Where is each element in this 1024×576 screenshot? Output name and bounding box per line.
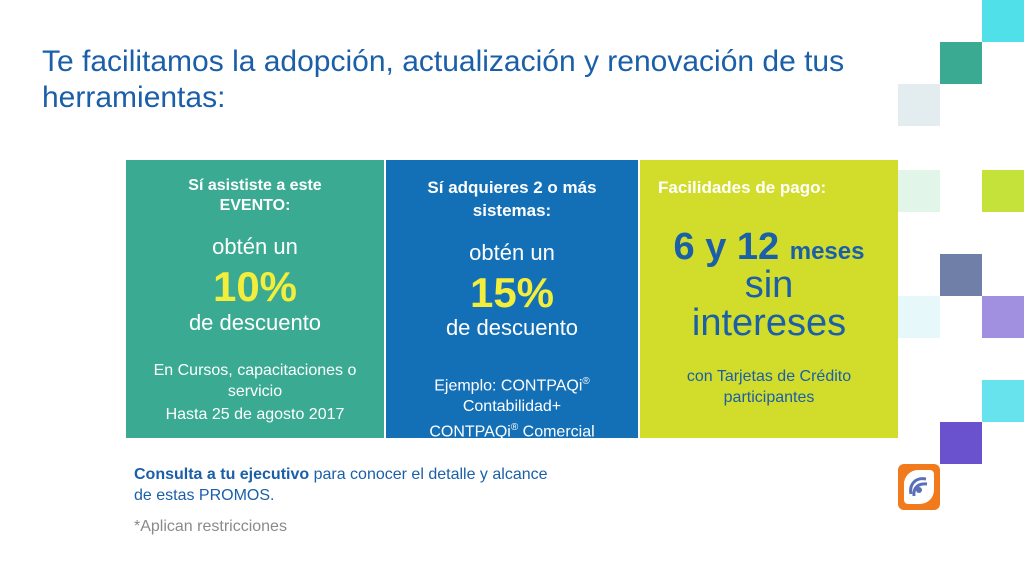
discount-percent: 15% xyxy=(469,269,555,316)
panel-detail: con Tarjetas de Crédito participantes xyxy=(686,368,852,406)
discount-label: de descuento xyxy=(188,310,322,335)
deco-square xyxy=(898,296,940,338)
example-line-1: Ejemplo: CONTPAQi xyxy=(434,377,583,395)
deco-square xyxy=(982,380,1024,422)
panel-heading: Sí adquieres 2 o más sistemas: xyxy=(427,178,597,220)
example-line-3: CONTPAQi xyxy=(429,423,511,441)
registered-mark: ® xyxy=(582,376,590,387)
panel-detail: Ejemplo: CONTPAQi® Contabilidad+ CONTPAQ… xyxy=(386,371,638,443)
registered-mark: ® xyxy=(510,422,519,434)
months-number: 6 y 12 xyxy=(673,226,780,268)
intereses-text: intereses xyxy=(691,302,847,344)
page-title: Te facilitamos la adopción, actualizació… xyxy=(42,45,845,114)
logo-mark xyxy=(904,470,934,504)
promo-panel-payment: Facilidades de pago: 6 y 12 meses sin in… xyxy=(640,160,898,438)
deco-square xyxy=(898,84,940,126)
obten-text: obtén un xyxy=(469,240,555,265)
consulta-bold: Consulta a tu ejecutivo xyxy=(134,466,310,483)
panel-detail: En Cursos, capacitaciones o servicio xyxy=(153,362,357,400)
consulta-rest: para conocer el detalle y alcance de est… xyxy=(134,466,548,504)
discount-label: de descuento xyxy=(445,315,579,340)
deco-square xyxy=(940,254,982,296)
months-label: meses xyxy=(789,238,865,265)
discount-percent: 10% xyxy=(212,263,298,310)
deco-square xyxy=(898,170,940,212)
promo-panel-event: Sí asististe a este EVENTO: obtén un 10%… xyxy=(126,160,384,438)
obten-text: obtén un xyxy=(212,234,298,259)
deco-square xyxy=(940,422,982,464)
promo-panel-systems: Sí adquieres 2 o más sistemas: obtén un … xyxy=(386,160,638,441)
sin-text: sin xyxy=(744,264,794,306)
panel-date: Hasta 25 de agosto 2017 xyxy=(165,406,345,423)
deco-square xyxy=(940,42,982,84)
example-line-3b: Comercial xyxy=(518,423,595,441)
deco-square xyxy=(982,296,1024,338)
company-logo-icon xyxy=(898,464,940,510)
months-row: 6 y 12 meses xyxy=(640,226,898,273)
restrictions-note: *Aplican restricciones xyxy=(134,518,287,535)
panel-heading: Facilidades de pago: xyxy=(658,178,827,197)
consulta-note: Consulta a tu ejecutivo para conocer el … xyxy=(134,464,554,506)
example-line-2: Contabilidad+ xyxy=(462,398,562,416)
deco-square xyxy=(982,0,1024,42)
deco-square xyxy=(982,170,1024,212)
panel-heading: Sí asististe a este EVENTO: xyxy=(188,177,322,214)
logo-glyph-icon xyxy=(909,477,928,497)
